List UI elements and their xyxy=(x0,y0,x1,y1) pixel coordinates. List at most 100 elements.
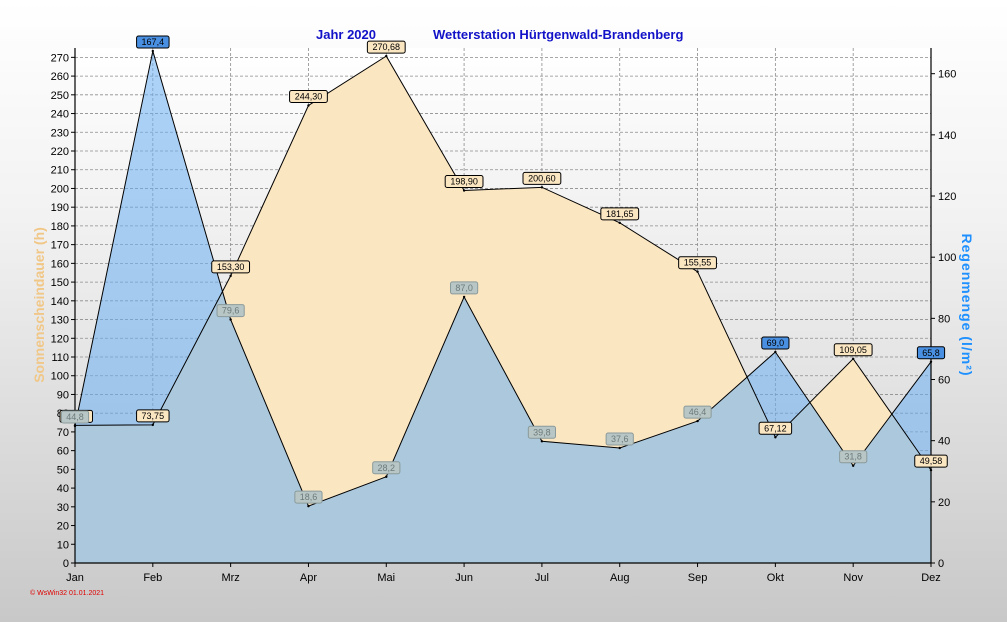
chart-subtitle: Wetterstation Hürtgenwald-Brandenberg xyxy=(433,27,683,42)
x-tick-label: Mrz xyxy=(221,572,239,584)
sunshine-data-label: 270,68 xyxy=(366,40,406,54)
rain-data-label: 37,6 xyxy=(605,432,634,446)
x-tick-label: Aug xyxy=(610,572,630,584)
y-left-tick-label: 150 xyxy=(51,277,69,289)
y-left-tick-label: 70 xyxy=(57,427,69,439)
y-left-tick-label: 260 xyxy=(51,71,69,83)
rain-data-label: 18,6 xyxy=(294,490,323,504)
rain-data-label: 65,8 xyxy=(916,346,946,360)
svg-text:67,12: 67,12 xyxy=(764,423,787,433)
rain-data-label: 28,2 xyxy=(372,461,401,475)
axis-ticks: 0 10 20 30 40 50 60 70 80 90 100 110 120 130 140 150 160… xyxy=(51,52,957,584)
sunshine-point xyxy=(696,270,699,273)
svg-text:167,4: 167,4 xyxy=(142,37,165,47)
sunshine-data-label: 73,75 xyxy=(136,409,170,423)
sunshine-point xyxy=(151,423,155,427)
sunshine-point xyxy=(229,274,232,278)
svg-text:244,30: 244,30 xyxy=(295,91,323,101)
y-axis-left-label: Sonnenscheindauer (h) xyxy=(31,227,47,383)
y-left-tick-label: 220 xyxy=(51,146,69,158)
svg-text:44,8: 44,8 xyxy=(66,412,84,422)
chart-title: Jahr 2020 xyxy=(316,27,376,42)
rain-point xyxy=(307,504,310,508)
rain-line xyxy=(74,50,932,507)
svg-text:73,75: 73,75 xyxy=(142,411,165,421)
rain-point xyxy=(696,419,699,423)
sunshine-data-label: 200,60 xyxy=(522,171,562,185)
rain-data-label: 167,4 xyxy=(136,35,170,49)
sunshine-point xyxy=(385,54,388,58)
y-left-tick-label: 90 xyxy=(57,389,69,401)
sunshine-data-label: 198,90 xyxy=(444,175,484,189)
rain-area xyxy=(75,51,931,563)
rain-data-label: 69,0 xyxy=(761,336,790,350)
sunshine-data-label: 153,30 xyxy=(211,260,251,274)
svg-text:49,58: 49,58 xyxy=(920,456,943,466)
x-tick-label: Feb xyxy=(143,572,162,584)
sunshine-point xyxy=(774,436,777,439)
svg-text:65,8: 65,8 xyxy=(922,348,940,358)
x-tick-label: Sep xyxy=(688,572,708,584)
sunshine-point xyxy=(307,104,310,107)
sunshine-data-label: 49,58 xyxy=(914,454,948,468)
y-left-tick-label: 200 xyxy=(51,183,69,195)
svg-text:69,0: 69,0 xyxy=(767,338,785,348)
y-left-tick-label: 20 xyxy=(57,521,69,533)
rain-point xyxy=(774,350,777,354)
svg-text:79,6: 79,6 xyxy=(222,306,240,316)
svg-text:198,90: 198,90 xyxy=(450,177,478,187)
y-left-tick-label: 10 xyxy=(57,539,69,551)
svg-text:18,6: 18,6 xyxy=(300,492,318,502)
rain-point xyxy=(229,318,232,321)
y-right-tick-label: 100 xyxy=(938,252,956,264)
sunshine-data-label: 67,12 xyxy=(758,421,793,435)
y-left-tick-label: 170 xyxy=(51,240,69,252)
x-tick-label: Nov xyxy=(843,572,863,584)
x-tick-label: Jul xyxy=(535,572,549,584)
sunshine-data-label: 155,55 xyxy=(678,256,717,270)
svg-text:37,6: 37,6 xyxy=(611,434,629,444)
svg-text:87,0: 87,0 xyxy=(455,283,473,293)
rain-point xyxy=(151,49,155,53)
y-left-tick-label: 240 xyxy=(51,109,69,121)
y-left-tick-label: 180 xyxy=(51,221,69,233)
y-left-tick-label: 120 xyxy=(51,333,69,345)
sunshine-data-label: 181,65 xyxy=(600,207,640,221)
rain-point xyxy=(851,464,855,467)
y-left-tick-label: 230 xyxy=(51,127,69,139)
y-left-tick-label: 40 xyxy=(57,483,69,495)
svg-text:46,4: 46,4 xyxy=(689,407,707,417)
y-left-tick-label: 140 xyxy=(51,296,69,308)
y-left-tick-label: 50 xyxy=(57,464,69,476)
sunshine-point xyxy=(540,186,544,189)
y-left-tick-label: 100 xyxy=(51,371,69,383)
sunshine-point xyxy=(618,221,621,225)
y-right-tick-label: 0 xyxy=(938,558,944,570)
y-left-tick-label: 0 xyxy=(63,558,69,570)
y-axis-right-label: Regenmenge (l/m²) xyxy=(959,233,975,376)
sunshine-data-label: 109,05 xyxy=(833,343,873,357)
rain-point xyxy=(618,446,621,450)
y-right-tick-label: 40 xyxy=(938,436,950,448)
svg-text:270,68: 270,68 xyxy=(373,42,401,52)
y-left-tick-label: 210 xyxy=(51,165,69,177)
svg-text:155,55: 155,55 xyxy=(684,258,712,268)
rain-data-label: 79,6 xyxy=(216,304,245,318)
y-left-tick-label: 250 xyxy=(51,90,69,102)
rain-point xyxy=(540,440,544,443)
svg-text:28,2: 28,2 xyxy=(378,463,396,473)
svg-text:181,65: 181,65 xyxy=(606,209,634,219)
y-left-tick-label: 270 xyxy=(51,52,69,64)
svg-text:200,60: 200,60 xyxy=(528,173,556,183)
y-right-tick-label: 60 xyxy=(938,375,950,387)
svg-text:109,05: 109,05 xyxy=(839,345,867,355)
y-right-tick-label: 120 xyxy=(938,191,956,203)
y-right-tick-label: 140 xyxy=(938,130,956,142)
rain-data-label: 46,4 xyxy=(683,405,712,419)
y-left-tick-label: 190 xyxy=(51,202,69,214)
x-tick-label: Jan xyxy=(66,572,84,584)
x-tick-label: Apr xyxy=(300,572,317,584)
sunshine-point xyxy=(851,357,855,360)
y-left-tick-label: 110 xyxy=(51,352,69,364)
